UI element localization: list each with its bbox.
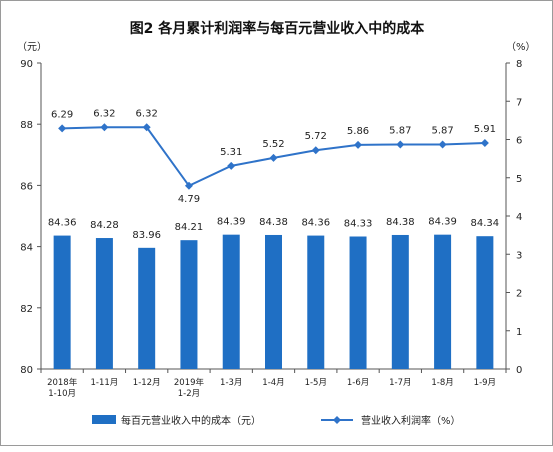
legend-bar-label: 每百元营业收入中的成本（元） — [121, 414, 261, 427]
bar — [476, 236, 494, 369]
right-axis-unit: （%） — [506, 41, 536, 53]
bar — [180, 240, 198, 369]
right-axis-tick-label: 5 — [516, 174, 522, 185]
left-axis-tick-label: 90 — [20, 59, 33, 70]
x-axis-category-label: 1-8月 — [431, 378, 453, 388]
bar-value-label: 84.28 — [90, 220, 119, 231]
x-axis-category-label: 1-12月 — [133, 378, 161, 388]
line-value-label: 6.32 — [136, 108, 158, 119]
chart-title: 图2 各月累计利润率与每百元营业收入中的成本 — [130, 20, 426, 37]
x-axis-category-label: 1-11月 — [91, 378, 119, 388]
right-axis-tick-label: 0 — [516, 365, 522, 376]
line-value-label: 5.87 — [389, 125, 411, 136]
right-axis-tick-label: 1 — [516, 327, 522, 338]
x-axis-category-label: 1-5月 — [305, 378, 327, 388]
bar-value-label: 84.34 — [471, 218, 500, 229]
bar-value-label: 84.36 — [301, 218, 330, 229]
legend-line-label: 营业收入利润率（%） — [361, 414, 461, 427]
line-point — [184, 181, 193, 190]
left-axis-tick-label: 88 — [20, 120, 33, 131]
legend: 每百元营业收入中的成本（元） 营业收入利润率（%） — [92, 414, 461, 427]
legend-bar-swatch — [92, 415, 116, 424]
x-axis-category-label: 1-4月 — [262, 378, 284, 388]
line-point — [396, 140, 405, 149]
bar — [265, 234, 282, 369]
line-point — [354, 140, 363, 149]
line-point — [480, 138, 489, 147]
right-axis-tick-label: 4 — [516, 212, 522, 223]
bar-value-label: 83.96 — [132, 230, 161, 241]
line-value-label: 5.72 — [305, 131, 327, 142]
x-axis-category-label: 2019年 1-2月 — [174, 377, 205, 399]
line-value-label: 5.52 — [262, 139, 284, 150]
line-value-label: 6.32 — [93, 108, 115, 119]
right-axis-tick-label: 8 — [516, 59, 522, 70]
bar-value-label: 84.38 — [386, 217, 415, 228]
line-point — [100, 123, 109, 132]
bar — [307, 235, 325, 369]
bar — [349, 236, 367, 369]
x-axis-category-label: 1-6月 — [347, 378, 369, 388]
bar-value-label: 84.39 — [428, 217, 457, 228]
line-value-label: 6.29 — [51, 109, 73, 120]
bar — [53, 235, 71, 369]
bar-value-label: 84.38 — [259, 217, 288, 228]
line-point — [227, 161, 236, 170]
line-point — [58, 124, 67, 133]
right-axis-tick-label: 2 — [516, 289, 522, 300]
right-axis-tick-label: 3 — [516, 250, 522, 261]
x-axis-category-label: 1-7月 — [389, 378, 411, 388]
bar-value-label: 84.39 — [217, 217, 246, 228]
bar-value-label: 84.21 — [175, 222, 204, 233]
bar — [95, 238, 113, 369]
x-axis-category-label: 2018年 1-10月 — [47, 377, 78, 399]
right-axis-tick-label: 7 — [516, 97, 522, 108]
plot-area: 80 82 84 86 88 90 0 1 2 3 4 5 6 7 8 2018年 1-10月 1-11月 1-12… — [20, 59, 522, 399]
left-axis-tick-label: 80 — [20, 365, 33, 376]
bar — [391, 234, 409, 369]
right-axis-tick-label: 6 — [516, 136, 522, 147]
line-point — [311, 146, 320, 155]
left-axis-tick-label: 86 — [20, 181, 33, 192]
legend-line-marker — [333, 416, 341, 424]
line-point — [269, 153, 278, 162]
line-value-label: 5.87 — [431, 125, 453, 136]
line-point — [142, 123, 151, 132]
x-axis-category-label: 1-3月 — [220, 378, 242, 388]
bar — [434, 234, 452, 369]
line-value-label: 5.91 — [474, 124, 496, 135]
line-point — [438, 140, 447, 149]
left-axis-unit: （元） — [17, 41, 47, 53]
bar — [222, 234, 240, 369]
bar-value-label: 84.33 — [344, 219, 373, 230]
x-axis-category-label: 1-9月 — [474, 378, 496, 388]
bar-value-label: 84.36 — [48, 218, 77, 229]
left-axis-tick-label: 82 — [20, 304, 33, 315]
line-value-label: 4.79 — [178, 194, 200, 205]
bar — [138, 247, 156, 369]
left-axis-tick-label: 84 — [20, 243, 33, 254]
line-value-label: 5.31 — [220, 147, 242, 158]
line-value-label: 5.86 — [347, 126, 369, 137]
